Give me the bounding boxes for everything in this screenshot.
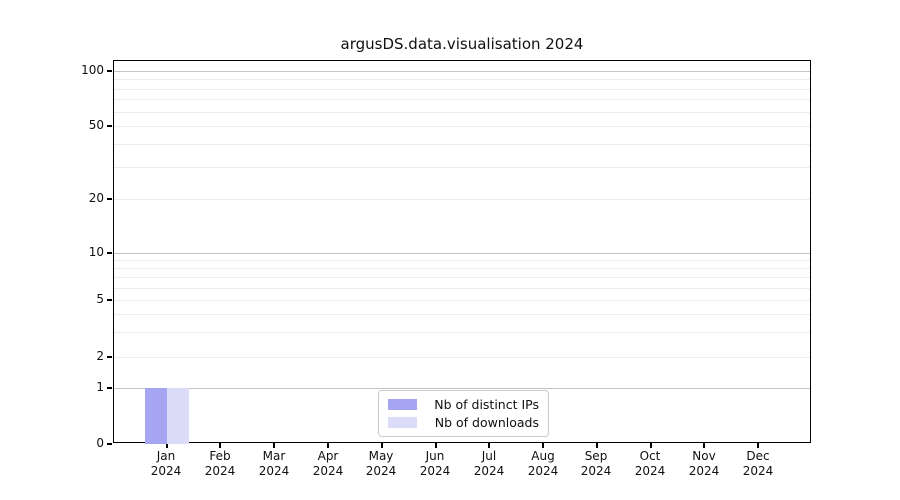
legend-entry-downloads: Nb of downloads [388,415,539,430]
y-tick-mark-50 [107,125,112,127]
bar-nb-of-distinct-ips-jan [145,388,167,444]
y-tick-label-20: 20 [88,191,104,205]
x-tick-label-mar: Mar 2024 [258,449,290,478]
bar-nb-of-downloads-jan [167,388,189,444]
x-tick-mark-may [381,443,383,448]
y-tick-label-10: 10 [88,245,104,259]
x-tick-mark-mar [273,443,275,448]
gridline-y-70 [114,99,810,100]
gridline-y-10 [114,253,810,254]
x-tick-mark-aug [542,443,544,448]
gridline-y-5 [114,300,810,301]
gridline-y-1 [114,388,810,389]
x-tick-mark-nov [703,443,705,448]
y-tick-mark-100 [107,70,112,72]
x-tick-label-nov: Nov 2024 [688,449,720,478]
x-tick-mark-feb [219,443,221,448]
y-tick-label-0: 0 [96,436,104,450]
legend-entry-distinct-ips: Nb of distinct IPs [388,397,539,412]
y-tick-label-2: 2 [96,349,104,363]
gridline-y-8 [114,268,810,269]
y-tick-mark-1 [107,387,112,389]
plot-area [113,60,811,444]
x-tick-mark-dec [757,443,759,448]
x-tick-label-feb: Feb 2024 [204,449,236,478]
x-tick-label-jun: Jun 2024 [419,449,451,478]
gridline-y-40 [114,144,810,145]
y-tick-mark-10 [107,252,112,254]
gridline-y-80 [114,89,810,90]
gridline-y-4 [114,314,810,315]
x-tick-label-apr: Apr 2024 [312,449,344,478]
y-tick-mark-2 [107,356,112,358]
gridline-y-6 [114,288,810,289]
gridline-y-9 [114,260,810,261]
x-tick-label-aug: Aug 2024 [527,449,559,478]
gridline-y-90 [114,79,810,80]
legend-label-distinct-ips: Nb of distinct IPs [434,397,539,412]
gridline-y-20 [114,199,810,200]
legend-swatch-downloads [388,417,417,428]
x-tick-label-sep: Sep 2024 [580,449,612,478]
y-tick-mark-5 [107,299,112,301]
x-tick-mark-oct [650,443,652,448]
gridline-y-3 [114,332,810,333]
gridline-y-30 [114,167,810,168]
y-tick-label-1: 1 [96,380,104,394]
gridline-y-7 [114,277,810,278]
chart-title: argusDS.data.visualisation 2024 [340,35,584,53]
gridline-y-60 [114,112,810,113]
x-tick-mark-jun [435,443,437,448]
x-tick-mark-sep [596,443,598,448]
legend: Nb of distinct IPs Nb of downloads [378,390,549,437]
y-tick-label-5: 5 [96,292,104,306]
x-tick-label-oct: Oct 2024 [634,449,666,478]
y-tick-mark-0 [107,443,112,445]
gridline-y-50 [114,126,810,127]
x-tick-label-dec: Dec 2024 [742,449,774,478]
x-tick-mark-jul [488,443,490,448]
y-tick-label-100: 100 [81,63,104,77]
x-tick-mark-apr [327,443,329,448]
gridline-y-100 [114,71,810,72]
gridline-y-2 [114,357,810,358]
x-tick-label-may: May 2024 [365,449,397,478]
x-tick-mark-jan [166,443,168,448]
y-tick-mark-20 [107,198,112,200]
x-tick-label-jan: Jan 2024 [150,449,182,478]
y-tick-label-50: 50 [88,118,104,132]
legend-swatch-distinct-ips [388,399,417,410]
legend-label-downloads: Nb of downloads [434,415,539,430]
x-tick-label-jul: Jul 2024 [473,449,505,478]
